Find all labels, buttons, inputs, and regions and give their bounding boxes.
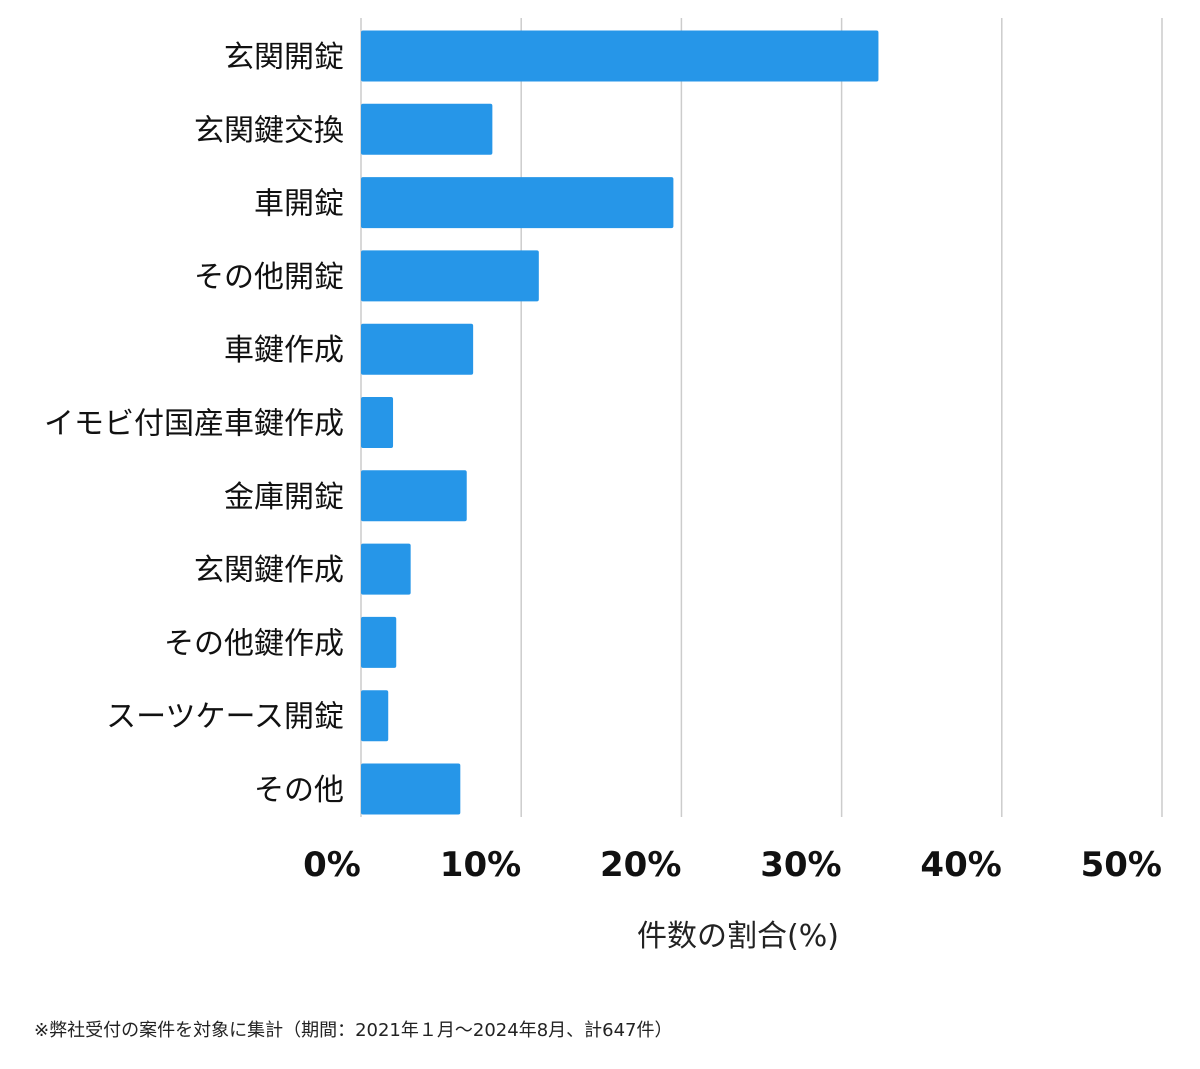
x-axis-title: 件数の割合(%)	[637, 919, 839, 954]
category-label: 玄関開錠	[224, 40, 344, 75]
x-tick-label: 30%	[760, 845, 841, 885]
x-tick-label: 10%	[440, 845, 521, 885]
grid-lines	[360, 18, 1163, 817]
bar	[361, 250, 539, 302]
category-label: 金庫開錠	[224, 480, 344, 515]
bars	[361, 30, 879, 815]
category-label: その他	[254, 773, 344, 808]
x-tick-label: 0%	[303, 845, 361, 885]
x-tick-labels: 0% 10% 20% 30% 40% 50%	[303, 845, 1162, 885]
bar	[361, 30, 879, 82]
bar	[361, 397, 394, 448]
category-labels: 玄関開錠玄関鍵交換車開錠その他開錠車鍵作成イモビ付国産車鍵作成金庫開錠玄関鍵作成…	[44, 40, 344, 808]
bar	[361, 616, 397, 668]
bar	[361, 543, 411, 595]
category-label: その他鍵作成	[164, 626, 344, 661]
category-label: スーツケース開錠	[106, 700, 344, 735]
bar	[361, 103, 493, 155]
x-tick-label: 50%	[1081, 845, 1162, 885]
bar	[361, 470, 467, 522]
category-label: 玄関鍵交換	[194, 113, 344, 148]
bar-chart: 玄関開錠玄関鍵交換車開錠その他開錠車鍵作成イモビ付国産車鍵作成金庫開錠玄関鍵作成…	[44, 18, 1163, 954]
bar	[361, 177, 674, 229]
bar	[361, 323, 474, 375]
bar	[361, 690, 389, 742]
category-label: その他開錠	[194, 260, 344, 295]
x-tick-label: 20%	[600, 845, 681, 885]
category-label: 車開錠	[254, 187, 344, 222]
footnote: ※弊社受付の案件を対象に集計（期間：2021年１月～2024年8月、計647件）	[34, 1020, 673, 1041]
bar	[361, 763, 461, 815]
x-tick-label: 40%	[920, 845, 1001, 885]
category-label: イモビ付国産車鍵作成	[44, 407, 344, 442]
category-label: 車鍵作成	[224, 333, 344, 368]
category-label: 玄関鍵作成	[194, 553, 344, 588]
